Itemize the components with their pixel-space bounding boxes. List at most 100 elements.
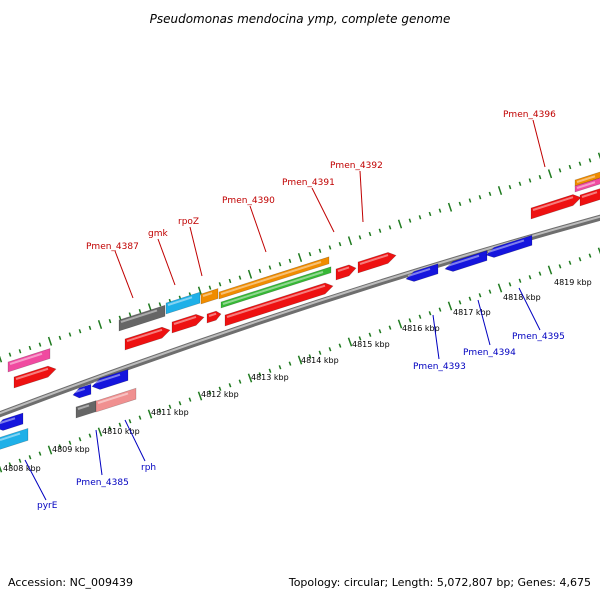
- kbp-label: 4810 kbp: [102, 427, 140, 436]
- gene-red-4391-highlight: [337, 266, 350, 272]
- gene-red-4387: [124, 326, 171, 351]
- gene-gray-4385-highlight: [77, 404, 90, 410]
- inner-tick: [88, 433, 92, 438]
- outer-tick: [597, 152, 600, 160]
- gene-orange-right: [574, 171, 600, 187]
- gene-label-rph[interactable]: rph: [141, 463, 156, 473]
- outer-tick: [18, 349, 22, 354]
- outer-tick: [588, 158, 592, 163]
- gene-red-4387-highlight: [126, 328, 163, 342]
- kbp-label: 4815 kbp: [352, 340, 390, 349]
- gene-blue-small-highlight: [74, 387, 86, 393]
- gene-cyan-forward: [165, 291, 201, 315]
- inner-tick: [68, 440, 72, 445]
- inner-tick: [158, 408, 162, 413]
- inner-tick: [168, 404, 172, 409]
- gene-green-long: [220, 266, 332, 309]
- inner-tick: [258, 372, 262, 377]
- gene-red-4392-highlight: [359, 254, 389, 265]
- gene-label-pmen-4390[interactable]: Pmen_4390: [222, 196, 275, 206]
- outer-tick: [8, 352, 12, 357]
- gene-label-pmen-4392[interactable]: Pmen_4392: [330, 161, 383, 171]
- gene-label-pmen-4393[interactable]: Pmen_4393: [413, 362, 466, 372]
- outer-tick: [388, 225, 392, 230]
- kbp-label: 4808 kbp: [3, 464, 41, 473]
- outer-tick: [208, 285, 212, 290]
- gene-label-gmk[interactable]: gmk: [148, 229, 168, 239]
- inner-tick: [288, 361, 292, 366]
- gene-blue-4395-highlight: [487, 239, 525, 253]
- inner-tick: [358, 336, 362, 341]
- inner-tick: [28, 455, 32, 460]
- gene-salmon-rph: [95, 387, 137, 413]
- inner-tick: [497, 283, 503, 293]
- inner-tick: [368, 332, 372, 337]
- inner-tick: [38, 451, 42, 456]
- gene-green-long-highlight: [222, 271, 324, 305]
- accession-text: Accession: NC_009439: [8, 576, 133, 589]
- inner-tick: [97, 427, 103, 437]
- inner-tick: [418, 314, 422, 319]
- gene-blue-4393: [405, 263, 439, 282]
- outer-tick: [518, 181, 522, 186]
- outer-tick: [38, 342, 42, 347]
- inner-tick: [238, 379, 242, 384]
- inner-tick: [397, 319, 403, 329]
- gene-red-rpoz-highlight: [208, 312, 217, 317]
- inner-tick: [447, 301, 453, 311]
- inner-tick: [488, 289, 492, 294]
- inner-tick: [458, 300, 462, 305]
- kbp-labels: 4808 kbp 4809 kbp 4810 kbp 4811 kbp 4812…: [3, 278, 592, 473]
- outer-tick: [418, 215, 422, 220]
- gene-label-pmen-4396[interactable]: Pmen_4396: [503, 110, 556, 120]
- outer-tick: [97, 319, 103, 330]
- gene-red-4396: [530, 194, 582, 220]
- gene-red-4396-highlight: [532, 196, 574, 211]
- gene-pink-left-highlight: [9, 352, 43, 365]
- gene-red-4391: [335, 264, 357, 281]
- inner-tick: [508, 282, 512, 287]
- inner-tick: [47, 445, 53, 455]
- kbp-label: 4811 kbp: [151, 408, 189, 417]
- gene-pink-right: [574, 177, 600, 193]
- outer-tick: [447, 202, 453, 212]
- gene-label-pmen-4394[interactable]: Pmen_4394: [463, 348, 516, 358]
- tick-rings: [0, 152, 600, 473]
- gene-label-rpoz[interactable]: rpoZ: [178, 217, 199, 227]
- gene-labels: Pmen_4396 Pmen_4392 Pmen_4391 Pmen_4390 …: [37, 110, 565, 511]
- outer-tick: [368, 231, 372, 237]
- outer-tick: [378, 228, 382, 233]
- gene-label-pmen-4385[interactable]: Pmen_4385: [76, 478, 129, 488]
- gene-red-4390: [224, 282, 334, 327]
- gene-red-rpoz: [206, 310, 222, 324]
- gene-label-pmen-4391[interactable]: Pmen_4391: [282, 178, 335, 188]
- outer-tick: [218, 282, 222, 287]
- inner-tick: [228, 383, 232, 388]
- outer-tick: [358, 235, 362, 240]
- gene-blue-4394-highlight: [446, 254, 480, 267]
- outer-tick: [338, 241, 342, 247]
- gene-label-pyre[interactable]: pyrE: [37, 501, 58, 511]
- gene-blue-left: [0, 412, 24, 431]
- gene-red-right: [579, 188, 600, 207]
- outer-tick: [268, 265, 272, 270]
- inner-tick: [568, 260, 572, 265]
- gene-cyan-forward-highlight: [167, 296, 193, 306]
- outer-tick: [558, 168, 562, 173]
- outer-tick: [88, 325, 92, 330]
- gene-orange-long: [218, 256, 330, 300]
- gene-red-gmk: [171, 314, 205, 334]
- gene-label-pmen-4387[interactable]: Pmen_4387: [86, 242, 139, 252]
- gene-red-4392: [357, 252, 397, 274]
- inner-tick: [118, 422, 122, 427]
- kbp-label: 4812 kbp: [201, 390, 239, 399]
- inner-tick: [338, 343, 342, 348]
- inner-tick: [297, 355, 303, 365]
- inner-tick: [178, 401, 182, 406]
- gene-label-pmen-4395[interactable]: Pmen_4395: [512, 332, 565, 342]
- inner-tick: [388, 325, 392, 330]
- gene-cyan-pyre-highlight: [0, 432, 21, 441]
- kbp-label: 4814 kbp: [301, 356, 339, 365]
- inner-tick: [78, 437, 82, 442]
- inner-tick: [558, 264, 562, 269]
